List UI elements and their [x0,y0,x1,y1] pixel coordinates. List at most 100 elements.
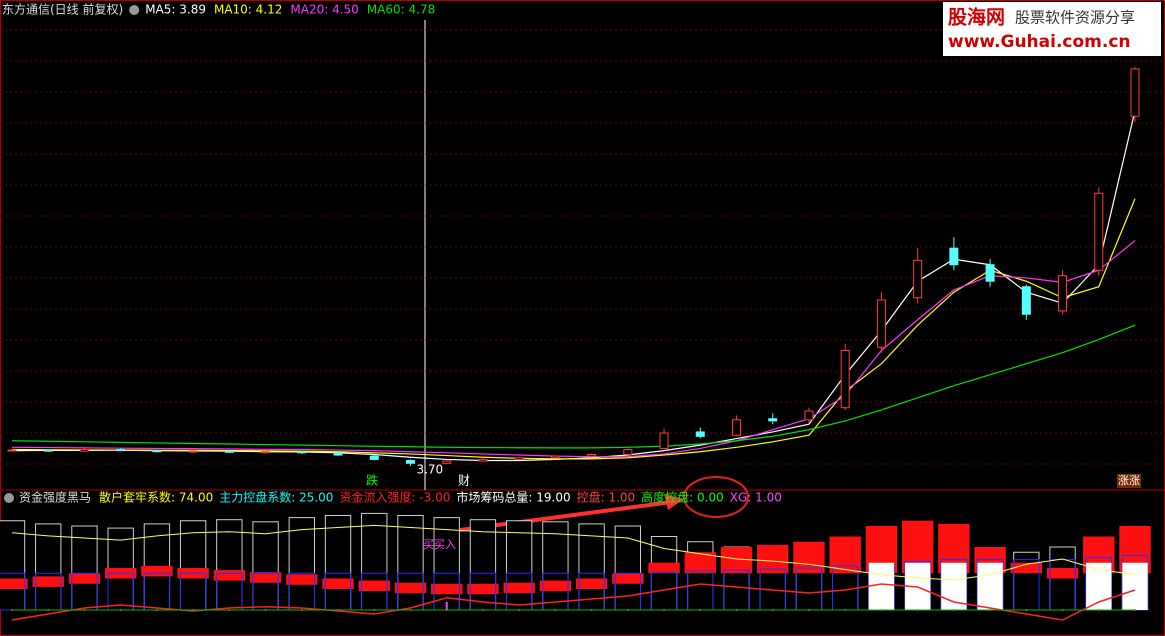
retail-bar [0,520,26,611]
main-bar [684,552,716,574]
legend-entry: 高度控盘: 0.00 [641,490,724,505]
retail-bar [469,519,497,611]
candle-body [7,449,17,452]
badge [1117,474,1141,488]
candle-body [261,451,271,454]
watermark-slogan: 股票软件资源分享 [1015,9,1135,27]
highlight-ellipse [683,476,749,518]
candle-body [369,455,379,460]
retail-bar [179,520,207,611]
retail-bar [252,521,279,611]
candle-body [514,457,524,460]
arrow-head [664,494,684,510]
high-control-bar [977,562,1003,610]
retail-bar [216,519,243,611]
annotation: 涨涨 [1118,474,1140,487]
candle-body [478,458,488,462]
candle-body [623,449,633,455]
legend-entry: MA60: 4.78 [367,3,435,17]
main-bar [322,578,354,589]
candle-body [152,450,162,453]
legend-entry: 控盘: 1.00 [577,490,636,505]
main-bar [503,582,535,594]
main-bar [467,583,499,595]
candle-body [949,247,959,266]
candle-body [188,450,198,453]
retail-bar [542,521,569,611]
candle-body [695,431,705,437]
candle-body [913,259,923,299]
candle-body [1021,286,1031,315]
high-control-bar [868,562,895,610]
main-bar [793,541,825,574]
low-label: 3.70 [416,463,443,477]
main-bar [539,580,572,592]
main-bar [141,565,173,577]
legend-entry: MA5: 3.89 [145,3,206,17]
annotation: 买买入 [423,538,456,551]
watermark: 股海网 股票软件资源分享 www.Guhai.com.cn [943,2,1161,56]
main-bar [720,547,753,574]
candle-body [1058,275,1068,312]
candle-body [224,450,234,453]
candle-body [587,453,597,457]
main-bar [612,573,644,584]
retail-bar [505,520,533,611]
retail-bar [433,517,460,611]
legend-entry: 散户套牢系数: 74.00 [99,490,213,505]
main-bar [648,562,680,574]
legend-entry: 市场筹码总量: 19.00 [456,490,570,505]
candle-body [442,460,452,464]
candle-body [116,449,126,452]
dropdown-icon [4,493,14,503]
candle-body [840,350,850,409]
candle-body [768,418,778,422]
candle-body [659,432,669,449]
candle-body [43,449,53,452]
watermark-box [943,2,1161,56]
main-bar [68,573,101,584]
candle-body [876,299,886,348]
dropdown-icon [129,5,140,15]
legend-entry: XG: 1.00 [730,491,782,505]
legend-entry: MA20: 4.50 [290,3,358,17]
main-bar [358,580,390,592]
retail-bar [71,525,98,611]
main-bar [1046,568,1079,579]
candle-body [1130,68,1140,117]
main-bar [431,583,463,595]
retail-bar [397,515,424,611]
main-bar [249,572,282,583]
main-bar [1010,562,1043,574]
main-bar [757,544,789,574]
retail-line [11,524,1136,581]
candle-body [1094,192,1104,271]
high-control-bar [1122,562,1148,610]
retail-bar [1013,551,1040,611]
retail-bar [324,515,352,611]
watermark-site: 股海网 [948,6,1005,29]
main-bar [829,536,861,574]
legend-entry: 主力控盘系数: 25.00 [219,490,333,505]
main-bar [575,578,608,589]
retail-bar [35,523,62,611]
chart-title: 东方通信(日线 前复权) [2,2,123,17]
indicator-title: 资金强度黑马 [19,490,91,505]
annotation: 跌 [366,473,378,488]
ma-line [11,198,1136,460]
main-bar [213,570,246,581]
main-bar [394,582,427,594]
candle-body [405,460,415,464]
candle-body [550,455,560,459]
candle-body [732,419,742,436]
main-bar [32,576,64,587]
legend-entry: MA10: 4.12 [214,3,282,17]
watermark-url: www.Guhai.com.cn [948,32,1131,52]
candle-body [985,264,995,282]
annotation: 财 [458,474,470,488]
candle-body [333,452,343,456]
ma-line [11,240,1136,458]
ma-line [11,324,1136,449]
retail-bar [288,517,315,611]
